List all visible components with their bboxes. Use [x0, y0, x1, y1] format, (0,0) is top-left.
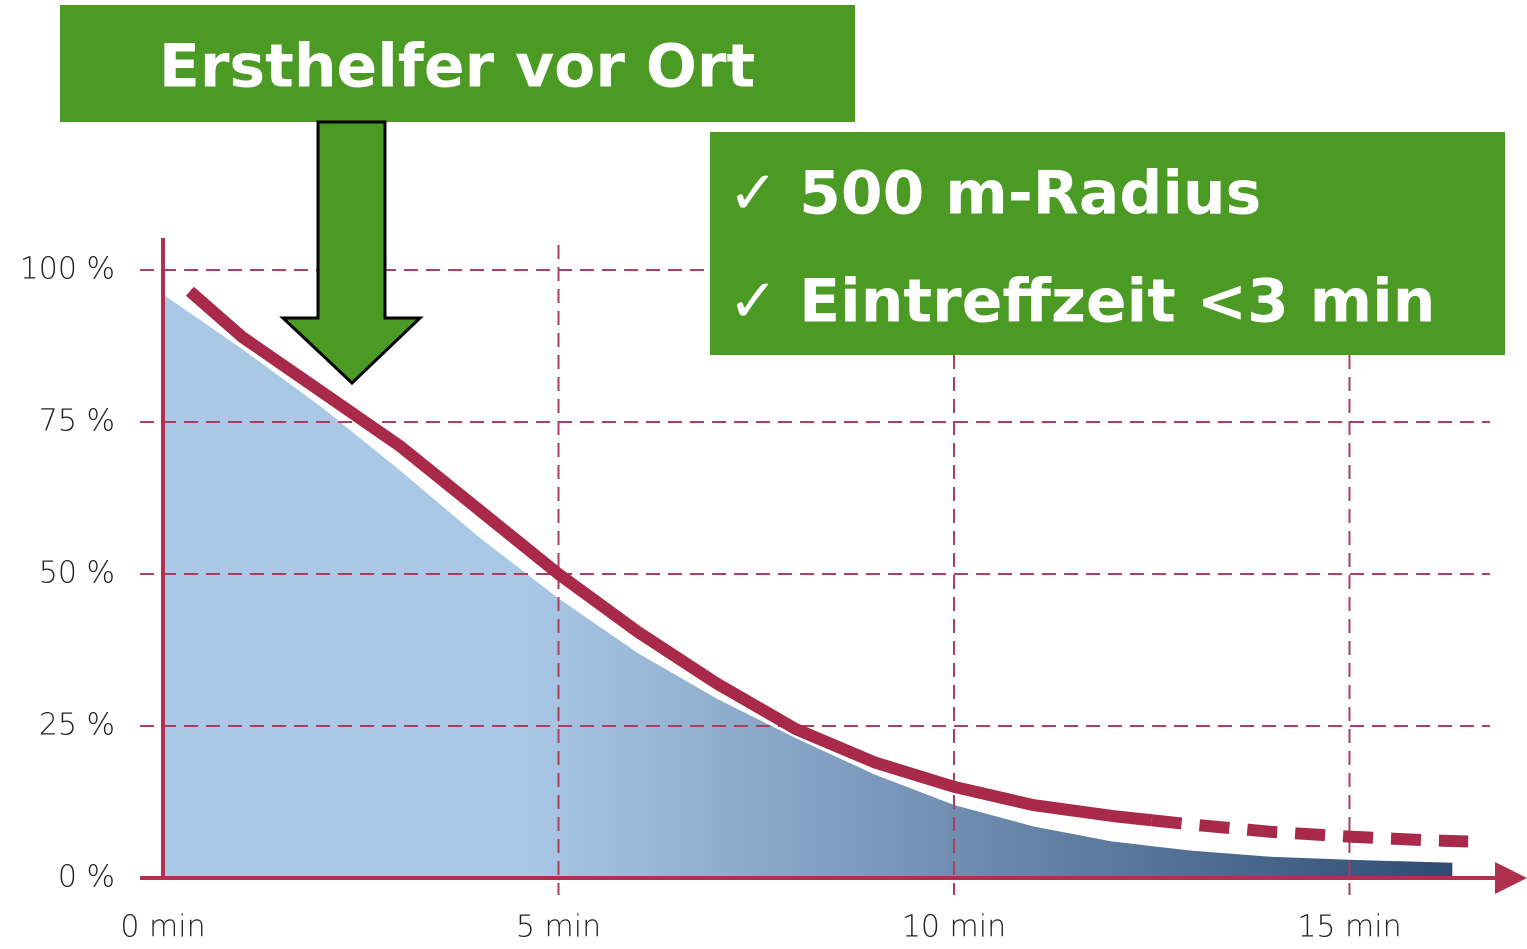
y-tick-label: 100 %	[20, 252, 115, 287]
annotation-box	[710, 132, 1505, 355]
y-tick-label: 75 %	[39, 404, 115, 439]
x-tick-label: 5 min	[516, 910, 601, 945]
y-tick-label: 50 %	[39, 556, 115, 591]
line	[185, 286, 1153, 827]
annotations: Ersthelfer vor Ort ✓ 500 m-Radius ✓ Eint…	[60, 5, 1505, 386]
annotation-text: ✓ 500 m-Radius	[728, 159, 1261, 229]
x-tick-label: 15 min	[1297, 910, 1401, 945]
annotation-text: Ersthelfer vor Ort	[159, 32, 755, 102]
annotation-arrow	[279, 120, 424, 386]
area	[163, 294, 1453, 878]
y-tick-label: 0 %	[58, 860, 115, 895]
annotation-text: ✓ Eintreffzeit <3 min	[728, 267, 1435, 337]
x-tick-label: 10 min	[902, 910, 1006, 945]
x-axis-arrow	[1495, 862, 1527, 894]
x-tick-label: 0 min	[120, 910, 205, 945]
annotation-box	[60, 5, 855, 122]
line	[1151, 814, 1469, 848]
y-tick-label: 25 %	[39, 708, 115, 743]
